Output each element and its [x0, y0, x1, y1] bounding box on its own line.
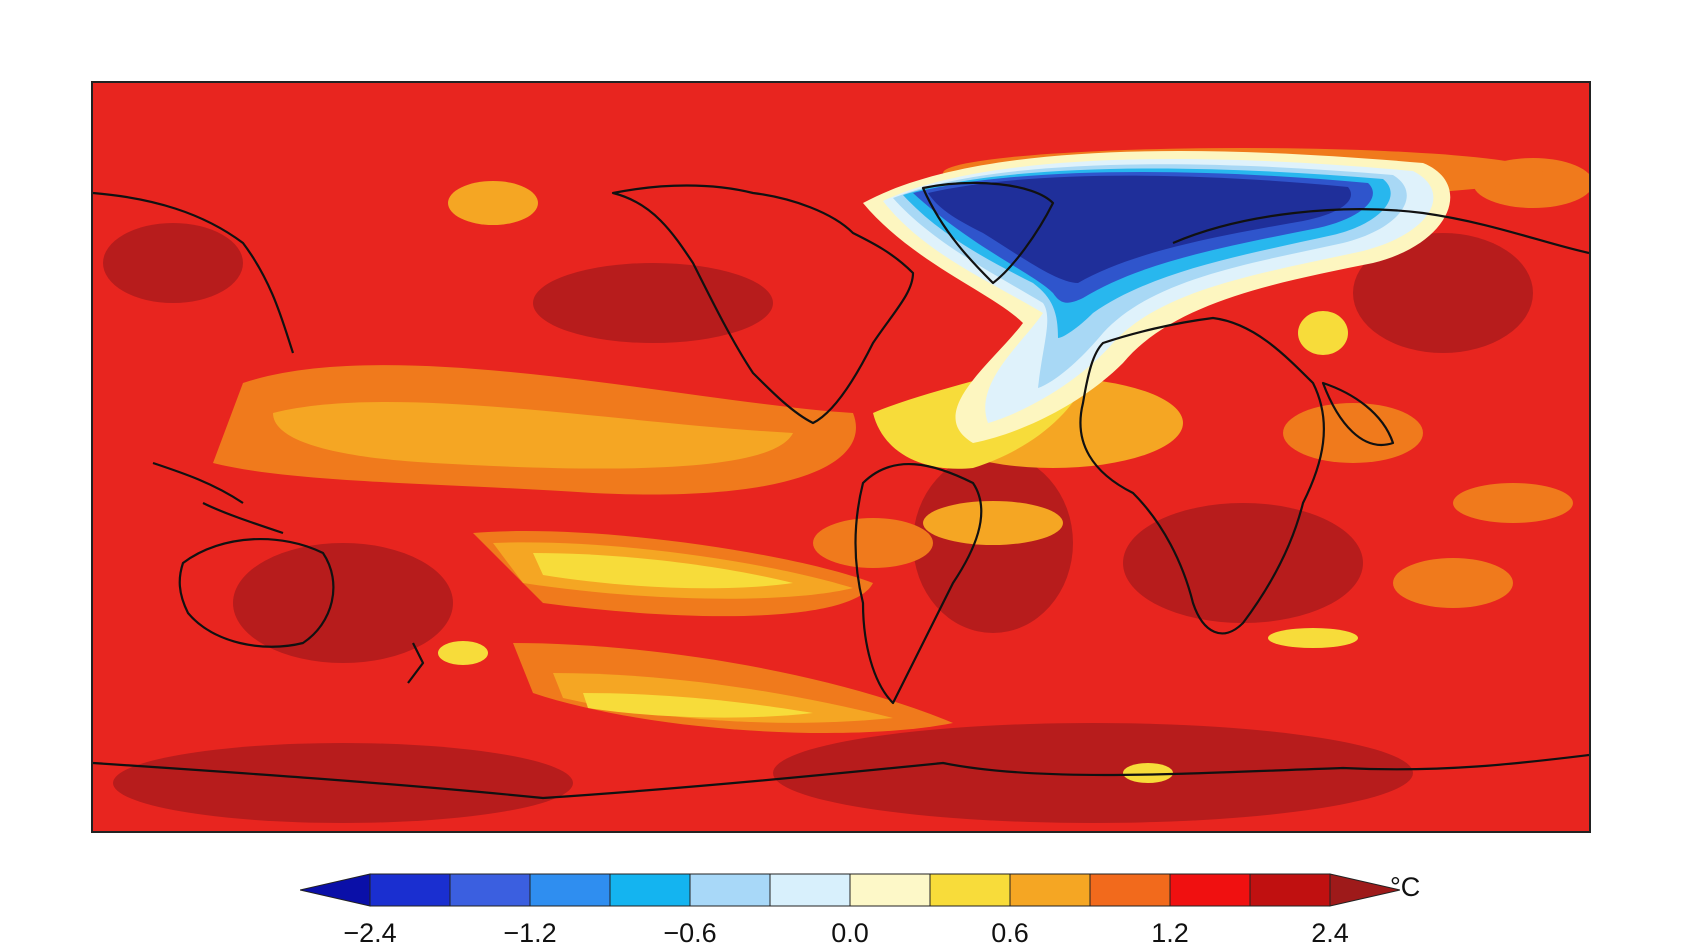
- colorbar-cell: [1089, 873, 1171, 907]
- colorbar: [300, 873, 1400, 907]
- indonesia-coast: [152, 461, 284, 535]
- colorbar-tick-label: 0.6: [991, 918, 1029, 948]
- colorbar-cell: [1249, 873, 1331, 907]
- colorbar-tick-label: 2.4: [1311, 918, 1349, 948]
- east-asia-coast: [93, 191, 295, 354]
- colorbar-cell: [769, 873, 851, 907]
- north-america-coast: [611, 184, 915, 425]
- colorbar-low-triangle: [300, 873, 371, 907]
- south-america-coast: [854, 463, 983, 705]
- colorbar-tick-label: 0.0: [831, 918, 869, 948]
- colorbar-tick-label: 1.2: [1151, 918, 1189, 948]
- colorbar-tick-label: −1.2: [503, 918, 557, 948]
- colorbar-cell: [449, 873, 531, 907]
- colorbar-cell: [609, 873, 691, 907]
- colorbar-cell: [1169, 873, 1251, 907]
- antarctica-coast: [93, 753, 1589, 800]
- australia-coast: [178, 537, 335, 648]
- colorbar-cell: [529, 873, 611, 907]
- dark-red-regions: [103, 223, 1533, 823]
- colorbar-cell: [689, 873, 771, 907]
- colorbar-tick-label: −2.4: [343, 918, 397, 948]
- coastlines: [93, 181, 1589, 800]
- colorbar-cell: [849, 873, 931, 907]
- colorbar-unit-label: °C: [1390, 872, 1421, 902]
- colorbar-cell: [929, 873, 1011, 907]
- map-frame: [91, 81, 1591, 833]
- eurasia-coast: [1172, 208, 1589, 255]
- colorbar-cell: [1009, 873, 1091, 907]
- navy-core-zone: [928, 175, 1351, 283]
- colorbar-high-triangle: [1329, 873, 1400, 907]
- colorbar-cell: [369, 873, 451, 907]
- africa-coast: [1079, 316, 1325, 635]
- new-zealand-coast: [407, 642, 425, 684]
- arabia-coast: [1321, 381, 1395, 446]
- temperature-anomaly-map: [93, 83, 1589, 831]
- colorbar-tick-label: −0.6: [663, 918, 717, 948]
- greenland-coast: [921, 181, 1055, 285]
